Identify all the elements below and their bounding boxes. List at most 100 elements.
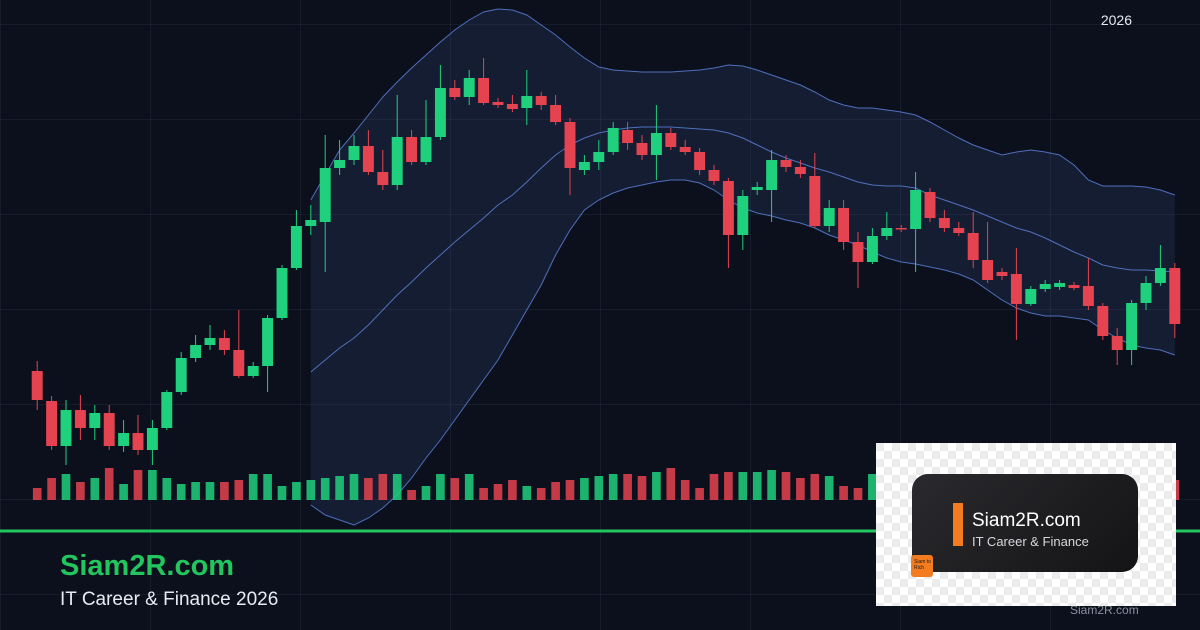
candle-body xyxy=(118,433,130,446)
volume-bar xyxy=(565,480,575,500)
volume-bar xyxy=(378,474,388,500)
volume-bar xyxy=(738,472,748,500)
watermark: Siam2R.com xyxy=(1070,603,1139,617)
year-label: 2026 xyxy=(1100,12,1132,28)
candle-body xyxy=(938,218,950,228)
candle-body xyxy=(1039,284,1051,289)
volume-bar xyxy=(450,478,460,500)
volume-bar xyxy=(594,476,604,500)
volume-bar xyxy=(709,474,719,500)
candle-body xyxy=(982,260,994,280)
candle-body xyxy=(60,410,72,446)
volume-bar xyxy=(263,474,272,500)
volume-bar xyxy=(479,488,488,500)
volume-bar xyxy=(752,472,762,500)
candle-body xyxy=(478,78,490,103)
candle-body xyxy=(866,236,878,262)
candle-body xyxy=(103,413,115,446)
candle-body xyxy=(924,192,936,218)
candle-body xyxy=(74,410,86,428)
candle-body xyxy=(132,433,144,450)
candle-body xyxy=(622,130,634,143)
candle-body xyxy=(247,366,259,376)
candle-body xyxy=(780,160,792,167)
candle-body xyxy=(204,338,216,345)
candle-body xyxy=(823,208,835,226)
volume-bar xyxy=(234,480,244,500)
candle-body xyxy=(334,160,346,168)
volume-bar xyxy=(148,470,157,500)
candle-body xyxy=(161,392,173,428)
volume-bar xyxy=(205,482,215,500)
candle-body xyxy=(881,228,893,236)
candle-body xyxy=(1126,303,1138,350)
candle-body xyxy=(1025,289,1037,304)
candle-body xyxy=(737,196,749,235)
volume-bar xyxy=(292,482,301,500)
candle-body xyxy=(305,220,317,226)
volume-bar xyxy=(76,482,85,500)
logo-bar xyxy=(953,503,963,546)
candle-body xyxy=(1082,286,1094,306)
logo-subtitle: IT Career & Finance xyxy=(972,534,1089,549)
candle-body xyxy=(190,345,202,358)
volume-bar xyxy=(608,474,618,500)
candle-body xyxy=(838,208,850,242)
candle-body xyxy=(506,104,518,109)
volume-bar xyxy=(176,484,186,500)
candle-body xyxy=(564,122,576,168)
volume-bar xyxy=(853,488,863,500)
volume-bar xyxy=(522,486,532,500)
candle-body xyxy=(679,147,691,152)
candle-body xyxy=(694,152,706,170)
band-line xyxy=(310,126,1175,373)
candle-body xyxy=(276,268,288,318)
candle-body xyxy=(420,137,432,162)
volume-bar xyxy=(421,486,431,500)
volume-bar xyxy=(47,478,56,500)
candle-body xyxy=(996,272,1008,276)
candle-body xyxy=(463,78,475,97)
candle-body xyxy=(434,88,446,137)
volume-bar xyxy=(767,470,776,500)
volume-bar xyxy=(349,474,359,500)
candle-body xyxy=(1010,274,1022,304)
volume-bar xyxy=(508,480,517,500)
candle-body xyxy=(348,146,360,160)
candle-body xyxy=(1097,306,1109,336)
candle-body xyxy=(895,228,907,230)
logo-title: Siam2R.com xyxy=(972,510,1081,531)
candle-body xyxy=(852,242,864,262)
candle-body xyxy=(1169,268,1181,324)
volume-bar xyxy=(306,480,316,500)
volume-bar xyxy=(652,472,661,500)
volume-bar xyxy=(90,478,100,500)
candle-body xyxy=(233,350,245,376)
volume-bar xyxy=(839,486,848,500)
volume-bar xyxy=(191,482,200,500)
candle-body xyxy=(593,152,605,162)
candle-body xyxy=(650,133,662,155)
volume-bar xyxy=(407,490,416,500)
volume-bar xyxy=(162,478,172,500)
candle-body xyxy=(751,187,763,190)
candle-body xyxy=(578,162,590,170)
volume-bar xyxy=(695,488,704,500)
candle-body xyxy=(406,137,418,162)
volume-bar xyxy=(392,474,402,500)
brand-title: Siam2R.com xyxy=(60,550,235,582)
candle-body xyxy=(766,160,778,190)
candle-body xyxy=(362,146,374,172)
band-fill xyxy=(310,9,1175,525)
candle-body xyxy=(1054,283,1066,287)
candle-body xyxy=(550,105,562,122)
candle-body xyxy=(1140,283,1152,303)
candle-body xyxy=(89,413,101,428)
logo-badge: Siam to Rich xyxy=(911,555,933,577)
candle-body xyxy=(31,371,43,400)
volume-bar xyxy=(536,488,546,500)
band-line xyxy=(310,8,1175,201)
volume-bar xyxy=(637,476,647,500)
